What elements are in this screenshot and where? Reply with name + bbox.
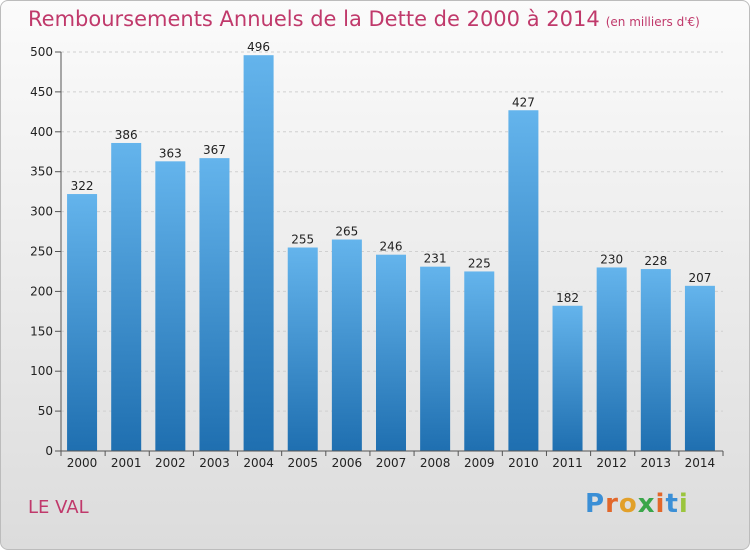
bar-value-label: 255 <box>291 233 314 247</box>
logo-letter: x <box>637 489 656 519</box>
x-tick-label: 2005 <box>287 456 318 470</box>
bar-value-label: 230 <box>600 252 623 266</box>
x-tick-label: 2002 <box>155 456 186 470</box>
x-tick-label: 2007 <box>376 456 407 470</box>
bar-value-label: 225 <box>468 256 491 270</box>
y-tick-label: 0 <box>45 444 53 458</box>
y-tick-label: 100 <box>30 364 53 378</box>
bars: 322 386 363 367 496 255 265 246 231 225 427 182 230 2… <box>67 40 715 452</box>
bar-2007 <box>376 254 406 451</box>
bar-value-label: 363 <box>159 146 182 160</box>
bar-value-label: 265 <box>335 225 358 239</box>
y-tick-label: 150 <box>30 324 53 338</box>
y-tick-label: 250 <box>30 245 53 259</box>
bar-2013 <box>640 269 671 451</box>
x-tick-label: 2008 <box>420 456 451 470</box>
logo-letter: P <box>585 489 606 519</box>
x-tick-label: 2004 <box>243 456 274 470</box>
x-tick-label: 2011 <box>552 456 583 470</box>
bar-value-label: 182 <box>556 291 579 305</box>
y-tick-label: 400 <box>30 125 53 139</box>
proxiti-logo: Proxiti <box>585 489 689 519</box>
x-tick-label: 2014 <box>685 456 716 470</box>
y-tick-label: 50 <box>38 404 53 418</box>
bar-2003 <box>199 158 230 451</box>
logo-letter: t <box>665 489 679 519</box>
bar-2010 <box>508 110 539 451</box>
bar-2001 <box>111 142 142 452</box>
bar-2004 <box>243 55 274 451</box>
logo-letter: i <box>655 489 666 519</box>
bar-value-label: 231 <box>424 252 447 266</box>
bar-value-label: 427 <box>512 95 535 109</box>
bar-2014 <box>684 285 715 451</box>
logo-letter: r <box>605 489 619 519</box>
bar-value-label: 322 <box>71 179 94 193</box>
chart-title: Remboursements Annuels de la Dette de 20… <box>28 7 700 31</box>
x-tick-label: 2009 <box>464 456 495 470</box>
bar-2009 <box>464 271 495 451</box>
bar-2008 <box>420 266 451 451</box>
bar-value-label: 207 <box>688 271 711 285</box>
x-tick-label: 2000 <box>67 456 98 470</box>
bar-value-label: 367 <box>203 143 226 157</box>
bar-2000 <box>67 194 98 451</box>
y-tick-label: 500 <box>30 45 53 59</box>
bar-2005 <box>287 247 318 451</box>
y-tick-label: 350 <box>30 165 53 179</box>
x-tick-label: 2003 <box>199 456 230 470</box>
logo-letter: o <box>618 489 638 519</box>
bar-value-label: 246 <box>380 240 403 254</box>
x-axis: 2000 2001 2002 2003 2004 2005 2006 2007 2008 2009… <box>60 450 724 470</box>
x-tick-label: 2001 <box>111 456 142 470</box>
bar-2002 <box>155 161 186 452</box>
x-tick-label: 2012 <box>596 456 627 470</box>
chart-title-text: Remboursements Annuels de la Dette de 20… <box>28 7 600 31</box>
y-tick-label: 300 <box>30 205 53 219</box>
x-tick-label: 2006 <box>332 456 363 470</box>
x-tick-label: 2013 <box>641 456 672 470</box>
bar-2011 <box>552 305 583 451</box>
logo-letter: i <box>678 489 689 519</box>
bar-value-label: 228 <box>644 254 667 268</box>
bar-2006 <box>331 239 362 451</box>
x-tick-label: 2010 <box>508 456 539 470</box>
bar-2012 <box>596 267 627 451</box>
y-tick-label: 450 <box>30 85 53 99</box>
y-axis: 0 50 100 150 200 250 300 350 400 450 500 <box>30 45 62 458</box>
bar-value-label: 496 <box>247 40 270 54</box>
y-tick-label: 200 <box>30 284 53 298</box>
commune-name: LE VAL <box>28 497 89 518</box>
bar-value-label: 386 <box>115 128 138 142</box>
chart-unit-text: (en milliers d'€) <box>605 15 700 29</box>
